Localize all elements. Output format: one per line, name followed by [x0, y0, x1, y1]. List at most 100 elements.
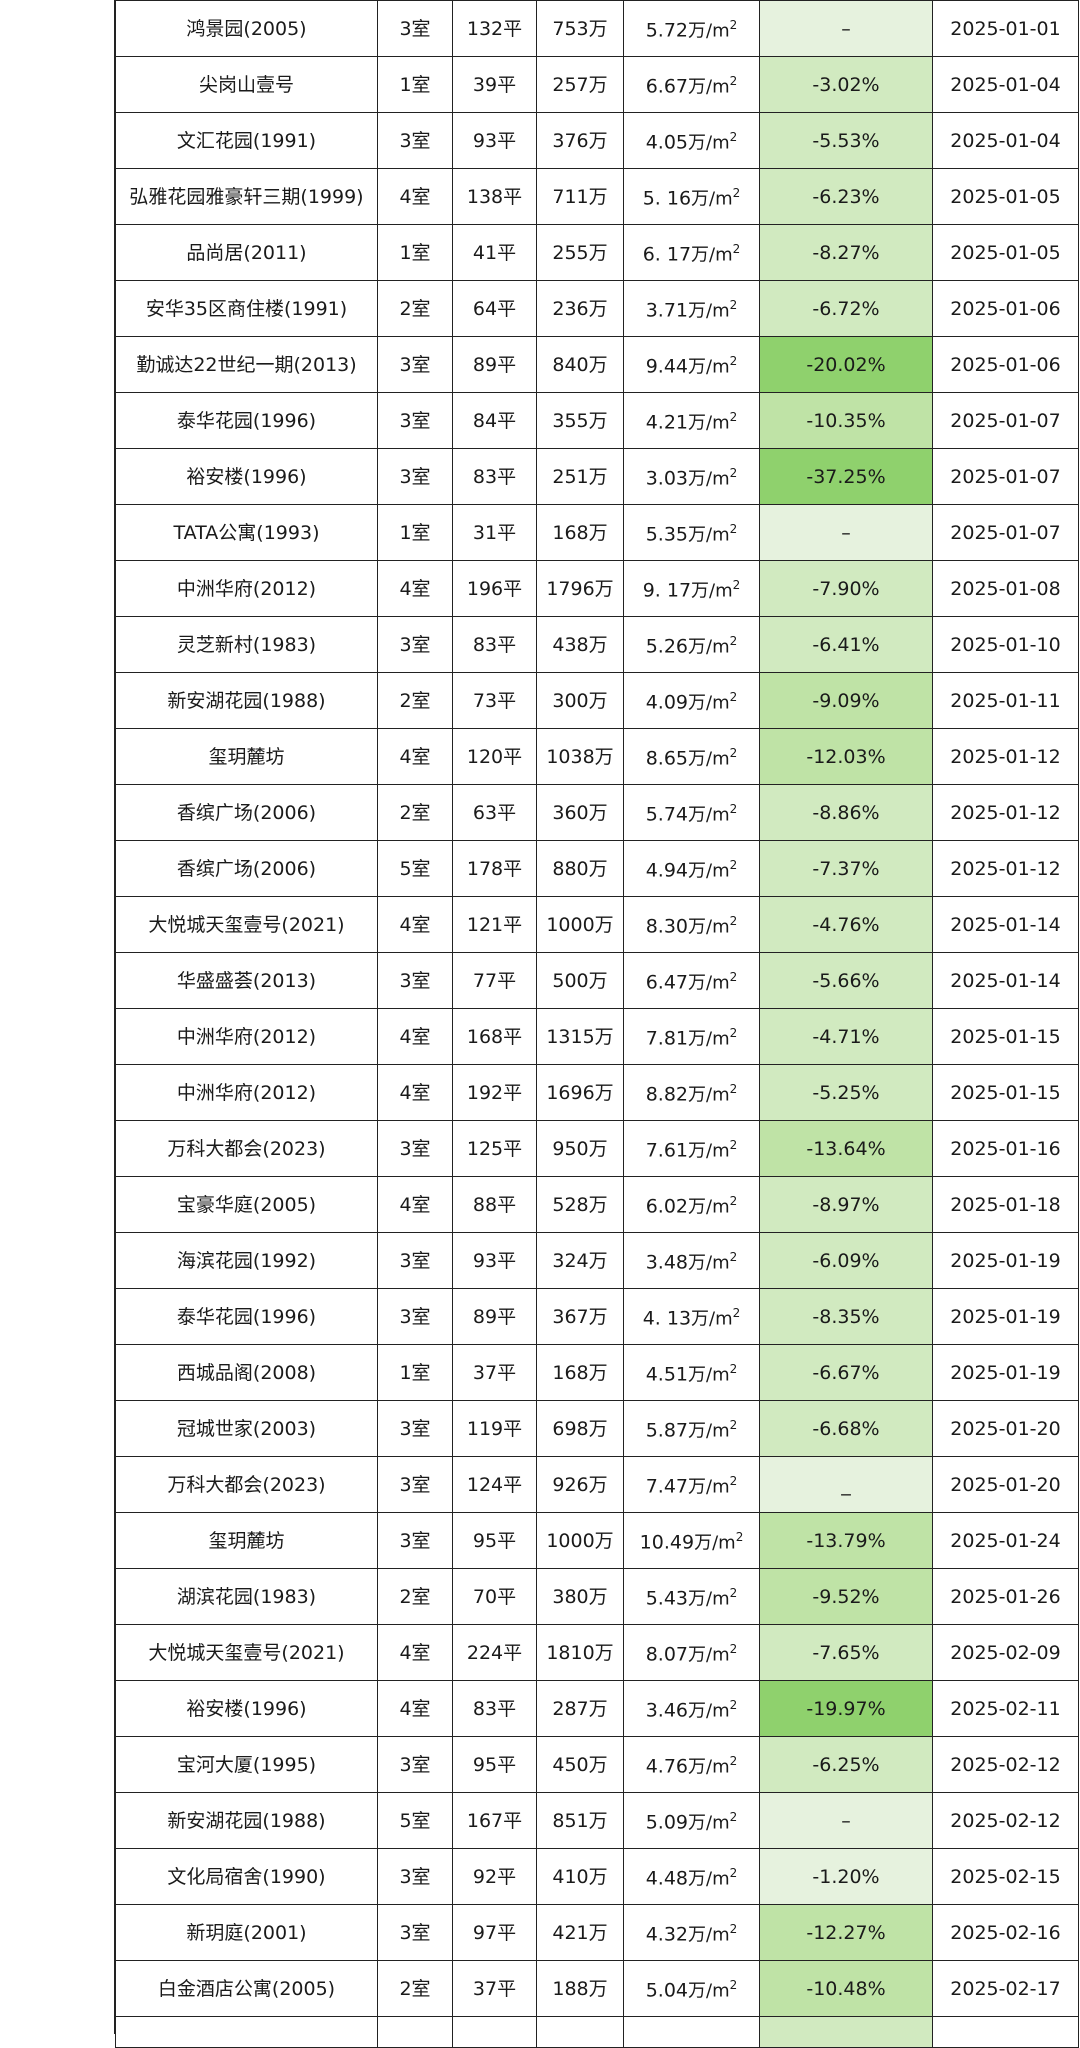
- unit-price-value: 5. 16: [642, 187, 692, 210]
- unit-price-exponent: 2: [729, 746, 738, 761]
- date-cell: 2025-02-16: [932, 1904, 1079, 1961]
- empty-cell: [115, 2016, 378, 2048]
- empty-cell: [932, 2016, 1079, 2048]
- unit-price-exponent: 2: [729, 1642, 738, 1657]
- total-price-cell: 251万: [536, 448, 624, 505]
- unit-price-value: 3.03: [645, 467, 689, 490]
- rooms-cell: 2室: [377, 1960, 453, 2017]
- total-price-cell: 168万: [536, 504, 624, 561]
- price-change-cell: -8.27%: [759, 224, 933, 281]
- rooms-cell: 3室: [377, 1120, 453, 1177]
- table-row: 香缤广场(2006) 5室 178平 880万 4.94万/m2 -7.37% 2025-0…: [115, 840, 1079, 897]
- property-name-cell: 大悦城天玺壹号(2021): [115, 1624, 378, 1681]
- unit-price-value: 3.48: [645, 1251, 689, 1274]
- date-cell: 2025-01-16: [932, 1120, 1079, 1177]
- unit-price-cell: 4.05万/m2: [623, 112, 760, 169]
- unit-price-exponent: 2: [729, 18, 738, 33]
- date-cell: 2025-01-07: [932, 504, 1079, 561]
- property-name-cell: 大悦城天玺壹号(2021): [115, 896, 378, 953]
- date-cell: 2025-01-14: [932, 952, 1079, 1009]
- price-change-cell: -7.37%: [759, 840, 933, 897]
- unit-price-cell: 7.61万/m2: [623, 1120, 760, 1177]
- total-price-cell: 168万: [536, 1344, 624, 1401]
- total-price-cell: 324万: [536, 1232, 624, 1289]
- area-cell: 83平: [452, 616, 537, 673]
- table-row: 安华35区商住楼(1991) 2室 64平 236万 3.71万/m2 -6.72% 202…: [115, 280, 1079, 337]
- rooms-cell: 3室: [377, 392, 453, 449]
- table-row: 灵芝新村(1983) 3室 83平 438万 5.26万/m2 -6.41% 2025-01…: [115, 616, 1079, 673]
- unit-price-exponent: 2: [729, 634, 738, 649]
- date-cell: 2025-01-12: [932, 784, 1079, 841]
- date-cell: 2025-01-11: [932, 672, 1079, 729]
- area-cell: 89平: [452, 336, 537, 393]
- total-price-cell: 840万: [536, 336, 624, 393]
- rooms-cell: 3室: [377, 1512, 453, 1569]
- area-cell: 89平: [452, 1288, 537, 1345]
- property-name-cell: 中洲华府(2012): [115, 1008, 378, 1065]
- unit-price-cell: 10.49万/m2: [623, 1512, 760, 1569]
- area-cell: 120平: [452, 728, 537, 785]
- unit-price-value: 4.21: [645, 411, 689, 434]
- property-name-cell: 香缤广场(2006): [115, 840, 378, 897]
- property-name-cell: 文化局宿舍(1990): [115, 1848, 378, 1905]
- price-change-cell: -3.02%: [759, 56, 933, 113]
- unit-price-exponent: 2: [729, 970, 738, 985]
- unit-price-value: 5.74: [645, 803, 689, 826]
- unit-price-value: 8.82: [645, 1083, 689, 1106]
- unit-price-suffix: 万/m: [688, 692, 730, 714]
- unit-price-value: 3.46: [645, 1699, 689, 1722]
- area-cell: 192平: [452, 1064, 537, 1121]
- date-cell: 2025-01-14: [932, 896, 1079, 953]
- property-name-cell: 新安湖花园(1988): [115, 1792, 378, 1849]
- rooms-cell: 4室: [377, 1008, 453, 1065]
- total-price-cell: 1696万: [536, 1064, 624, 1121]
- unit-price-suffix: 万/m: [691, 188, 733, 210]
- unit-price-value: 5.26: [645, 635, 689, 658]
- unit-price-exponent: 2: [729, 858, 738, 873]
- table-row: 泰华花园(1996) 3室 89平 367万 4. 13万/m2 -8.35% 2025-0…: [115, 1288, 1079, 1345]
- date-cell: 2025-02-09: [932, 1624, 1079, 1681]
- rooms-cell: 3室: [377, 616, 453, 673]
- rooms-cell: 1室: [377, 56, 453, 113]
- price-change-cell: -9.09%: [759, 672, 933, 729]
- table-row: 湖滨花园(1983) 2室 70平 380万 5.43万/m2 -9.52% 2025-01…: [115, 1568, 1079, 1625]
- table-row: 裕安楼(1996) 4室 83平 287万 3.46万/m2 -19.97% 2025-02…: [115, 1680, 1079, 1737]
- table-row: 泰华花园(1996) 3室 84平 355万 4.21万/m2 -10.35% 2025-0…: [115, 392, 1079, 449]
- unit-price-cell: 3.46万/m2: [623, 1680, 760, 1737]
- unit-price-cell: 4.21万/m2: [623, 392, 760, 449]
- unit-price-suffix: 万/m: [688, 1868, 730, 1890]
- total-price-cell: 367万: [536, 1288, 624, 1345]
- total-price-cell: 188万: [536, 1960, 624, 2017]
- unit-price-cell: 4.51万/m2: [623, 1344, 760, 1401]
- price-change-cell: -6.72%: [759, 280, 933, 337]
- date-cell: 2025-02-12: [932, 1736, 1079, 1793]
- unit-price-suffix: 万/m: [688, 1644, 730, 1666]
- date-cell: 2025-01-10: [932, 616, 1079, 673]
- property-name-cell: 裕安楼(1996): [115, 1680, 378, 1737]
- unit-price-suffix: 万/m: [688, 412, 730, 434]
- rooms-cell: 3室: [377, 1288, 453, 1345]
- rooms-cell: 3室: [377, 1848, 453, 1905]
- area-cell: 31平: [452, 504, 537, 561]
- total-price-cell: 711万: [536, 168, 624, 225]
- unit-price-cell: 7.81万/m2: [623, 1008, 760, 1065]
- unit-price-value: 4.76: [645, 1755, 689, 1778]
- empty-cell: [759, 2016, 933, 2048]
- date-cell: 2025-01-20: [932, 1400, 1079, 1457]
- empty-cell: [452, 2016, 537, 2048]
- table-row: 冠城世家(2003) 3室 119平 698万 5.87万/m2 -6.68% 2025-0…: [115, 1400, 1079, 1457]
- total-price-cell: 1315万: [536, 1008, 624, 1065]
- unit-price-exponent: 2: [729, 802, 738, 817]
- area-cell: 138平: [452, 168, 537, 225]
- unit-price-cell: 6.02万/m2: [623, 1176, 760, 1233]
- unit-price-value: 5.04: [645, 1979, 689, 2002]
- property-name-cell: 西城品阁(2008): [115, 1344, 378, 1401]
- unit-price-cell: 5.72万/m2: [623, 0, 760, 57]
- unit-price-cell: 5.35万/m2: [623, 504, 760, 561]
- unit-price-suffix: 万/m: [688, 860, 730, 882]
- area-cell: 41平: [452, 224, 537, 281]
- table-row: 白金酒店公寓(2005) 2室 37平 188万 5.04万/m2 -10.48% 2025…: [115, 1960, 1079, 2017]
- unit-price-value: 4.05: [645, 131, 689, 154]
- unit-price-suffix: 万/m: [688, 20, 730, 42]
- price-change-cell: -10.35%: [759, 392, 933, 449]
